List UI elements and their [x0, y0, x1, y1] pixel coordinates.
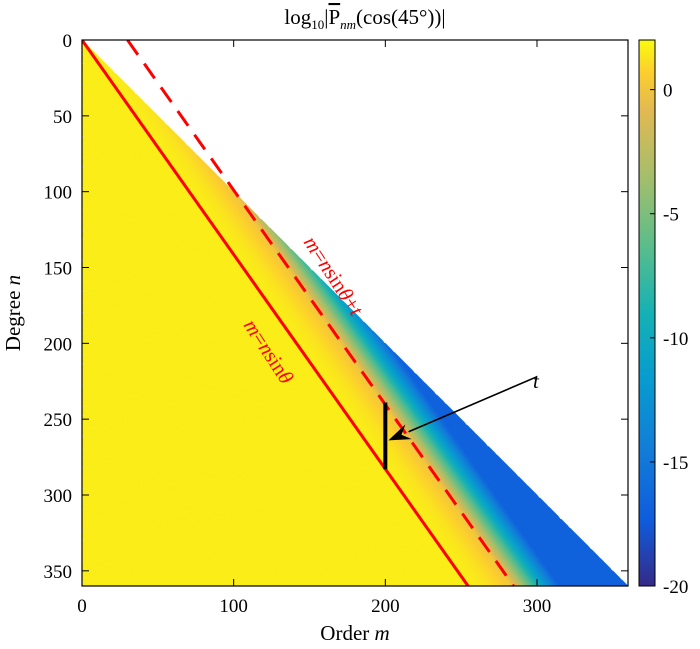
- plot-frame: [81, 39, 629, 587]
- colorbar-tick-label: -5: [663, 205, 679, 226]
- annotation-t-label: t: [533, 369, 540, 393]
- y-tick-label: 350: [44, 562, 73, 583]
- heatmap-band: [599, 558, 624, 586]
- x-axis-label-text: Order: [320, 621, 374, 645]
- title-bar: |: [324, 5, 328, 29]
- y-tick-label: 200: [44, 334, 73, 355]
- t-arrow: [388, 375, 538, 441]
- x-tick-label: 200: [371, 596, 400, 617]
- title-p: P: [328, 5, 340, 29]
- title-log: log: [284, 5, 311, 29]
- colorbar-tick-label: -20: [663, 577, 688, 598]
- x-tick-label: 300: [523, 596, 552, 617]
- annotation-dashed-line: m=nsinθ+t: [299, 232, 369, 321]
- y-axis-label: Degree n: [1, 275, 25, 351]
- title-base: 10: [311, 17, 324, 32]
- heatmap-band: [620, 579, 628, 586]
- y-tick-label: 300: [44, 486, 73, 507]
- line-m-nsin-theta-plus-t: [126, 40, 515, 586]
- x-axis-label-var: m: [375, 621, 390, 645]
- y-tick-label: 100: [44, 183, 73, 204]
- axes: 0 100 200 300 0 50 100 150 200 250 300 350: [44, 31, 628, 617]
- y-tick-label: 150: [44, 259, 73, 280]
- y-tick-label: 250: [44, 410, 73, 431]
- x-tick-label: 0: [77, 596, 87, 617]
- colorbar-tick-label: 0: [663, 81, 673, 102]
- line-m-nsin-theta: [82, 40, 470, 586]
- colorbar-tick-label: -15: [663, 453, 688, 474]
- title-sub-nm: nm: [340, 17, 356, 32]
- colorbar-tick-label: -10: [663, 329, 688, 350]
- x-axis-label: Order m: [320, 621, 389, 645]
- colorbar: [638, 39, 656, 587]
- title-arg: (cos(45°))|: [356, 5, 446, 29]
- t-arrow-head: [388, 424, 412, 441]
- heatmap-band: [611, 570, 627, 586]
- chart-title: log10|Pnm(cos(45°))|: [284, 5, 445, 32]
- y-axis-label-text: Degree: [1, 285, 25, 351]
- x-tick-label: 100: [219, 596, 248, 617]
- t-arrow-shaft: [408, 375, 538, 433]
- colorbar-axis: 0 -5 -10 -15 -20: [650, 81, 688, 598]
- y-tick-label: 0: [63, 31, 73, 52]
- reference-lines: [82, 40, 515, 586]
- y-axis-label-var: n: [1, 275, 25, 286]
- y-tick-label: 50: [53, 107, 72, 128]
